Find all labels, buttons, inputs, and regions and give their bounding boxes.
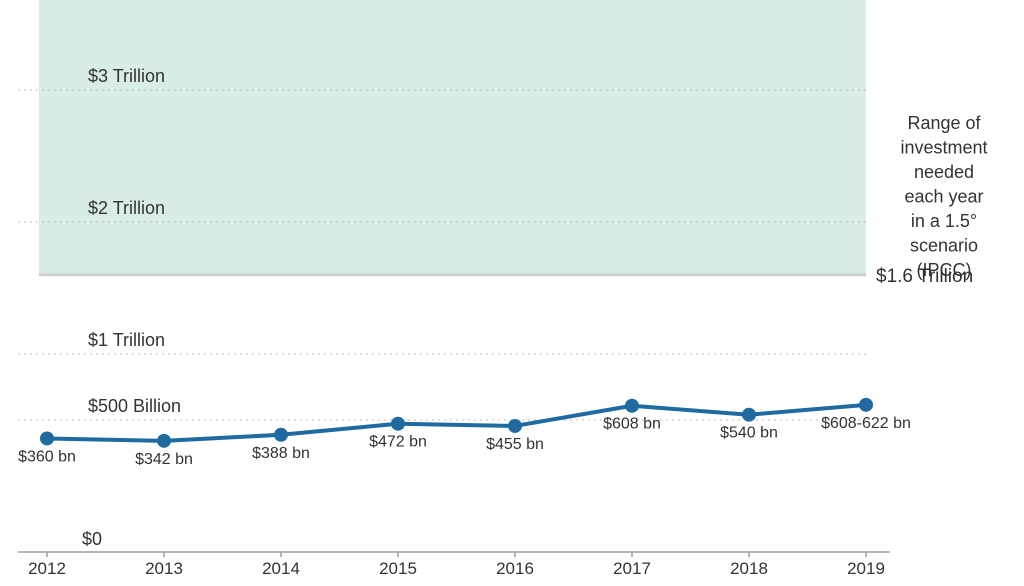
data-point — [40, 431, 54, 446]
y-tick-label: $1 Trillion — [88, 330, 165, 350]
data-point — [508, 418, 522, 433]
data-label: $472 bn — [369, 434, 427, 451]
annotation-line: in a 1.5° — [911, 211, 977, 231]
data-point — [625, 398, 639, 413]
annotation-line: needed — [914, 162, 974, 182]
annotation-line: (IPCC) — [917, 260, 972, 280]
target-band — [39, 0, 866, 275]
annotation-line: scenario — [910, 236, 978, 256]
data-point — [274, 427, 288, 442]
band-layer: $3.8 Trillion$1.6 Trillion — [39, 0, 973, 287]
x-tick-label: 2012 — [28, 559, 66, 578]
annotation-line: investment — [900, 138, 987, 158]
data-point — [859, 397, 873, 412]
x-tick-label: 2014 — [262, 559, 300, 578]
data-point — [391, 416, 405, 431]
data-label: $388 bn — [252, 445, 310, 462]
data-label: $455 bn — [486, 436, 544, 453]
data-label: $608 bn — [603, 416, 661, 433]
ipcc-annotation: Range of investment needed each year in a 1.… — [900, 113, 987, 280]
band-low-label: $1.6 Trillion — [876, 266, 973, 287]
annotation-line: each year — [904, 187, 983, 207]
data-point — [157, 433, 171, 448]
x-tick-label: 2015 — [379, 559, 417, 578]
data-label: $540 bn — [720, 425, 778, 442]
x-tick-label: 2018 — [730, 559, 768, 578]
x-tick-label: 2016 — [496, 559, 534, 578]
y-tick-label: $3 Trillion — [88, 66, 165, 86]
series-layer — [40, 397, 873, 448]
x-tick-label: 2017 — [613, 559, 651, 578]
y-tick-label: $0 — [82, 529, 102, 549]
x-axis: 2012 2013 2014 2015 2016 2017 2018 2019 — [18, 551, 890, 578]
data-label: $608-622 bn — [821, 415, 911, 432]
label-layer: $360 bn $342 bn $388 bn $472 bn $455 bn $608 … — [18, 415, 911, 468]
data-label: $360 bn — [18, 448, 76, 465]
grid-layer: $0 $500 Billion $1 Trillion $2 Trillion $3 T… — [18, 66, 870, 549]
x-tick-label: 2013 — [145, 559, 183, 578]
x-tick-label: 2019 — [847, 559, 885, 578]
y-tick-label: $2 Trillion — [88, 198, 165, 218]
data-point — [742, 407, 756, 422]
y-tick-label: $500 Billion — [88, 396, 181, 416]
series-line — [46, 402, 867, 443]
data-label: $342 bn — [135, 451, 193, 468]
annotation-line: Range of — [907, 113, 981, 133]
